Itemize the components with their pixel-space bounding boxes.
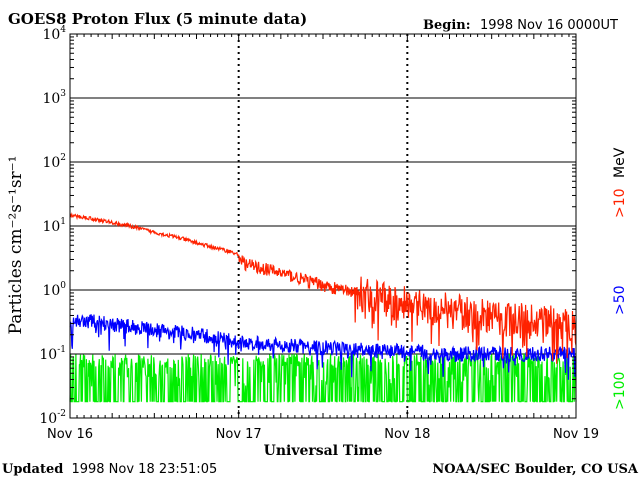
series-line-10-mev xyxy=(69,212,577,364)
y-tick-label: 101 xyxy=(42,217,66,235)
x-tick-label: Nov 16 xyxy=(47,427,93,442)
begin-value: 1998 Nov 16 0000UT xyxy=(480,18,618,33)
y-tick-base: 10 xyxy=(42,27,60,43)
y-tick-base: 10 xyxy=(42,219,60,235)
y-tick-exp: -2 xyxy=(57,409,66,419)
x-tick-label: Nov 17 xyxy=(216,427,262,442)
x-tick-label: Nov 19 xyxy=(553,427,599,442)
legend-gt10: >10 MeV xyxy=(612,147,628,218)
y-tick-label: 100 xyxy=(42,281,66,299)
y-axis-label: Particles cm⁻²s⁻¹sr⁻¹ xyxy=(6,156,26,335)
y-tick-base: 10 xyxy=(39,347,57,363)
updated-label: Updated xyxy=(2,462,63,477)
y-tick-exp: 1 xyxy=(60,217,66,227)
y-tick-exp: -1 xyxy=(57,345,66,355)
series-line-100-mev xyxy=(69,352,577,403)
updated-value: 1998 Nov 18 23:51:05 xyxy=(71,462,217,477)
y-tick-label: 10-1 xyxy=(39,345,66,363)
y-tick-label: 104 xyxy=(42,25,66,43)
x-axis-label: Universal Time xyxy=(264,443,383,459)
y-tick-exp: 3 xyxy=(60,89,66,99)
y-tick-label: 103 xyxy=(42,89,66,107)
legend-gt10-unit: MeV xyxy=(612,147,628,178)
y-tick-base: 10 xyxy=(39,411,57,427)
y-tick-label: 10-2 xyxy=(39,409,66,427)
source-credit: NOAA/SEC Boulder, CO USA xyxy=(432,462,639,477)
chart-title: GOES8 Proton Flux (5 minute data) xyxy=(8,10,307,28)
y-tick-exp: 2 xyxy=(60,153,66,163)
legend-gt100: >100 xyxy=(612,372,628,410)
y-tick-label: 102 xyxy=(42,153,66,171)
y-tick-base: 10 xyxy=(42,155,60,171)
series-line-50-mev xyxy=(69,314,577,380)
begin-label: Begin: xyxy=(423,18,471,33)
legend-gt10-prefix: >10 xyxy=(612,188,628,218)
updated-block: Updated 1998 Nov 18 23:51:05 xyxy=(2,462,217,477)
y-tick-exp: 0 xyxy=(60,281,66,291)
y-tick-base: 10 xyxy=(42,283,60,299)
legend-gt50: >50 xyxy=(612,285,628,315)
y-tick-base: 10 xyxy=(42,91,60,107)
series-layer xyxy=(69,212,577,403)
legend: >10 MeV >50 >100 xyxy=(612,147,628,410)
y-tick-exp: 4 xyxy=(60,25,66,35)
x-tick-label: Nov 18 xyxy=(384,427,430,442)
